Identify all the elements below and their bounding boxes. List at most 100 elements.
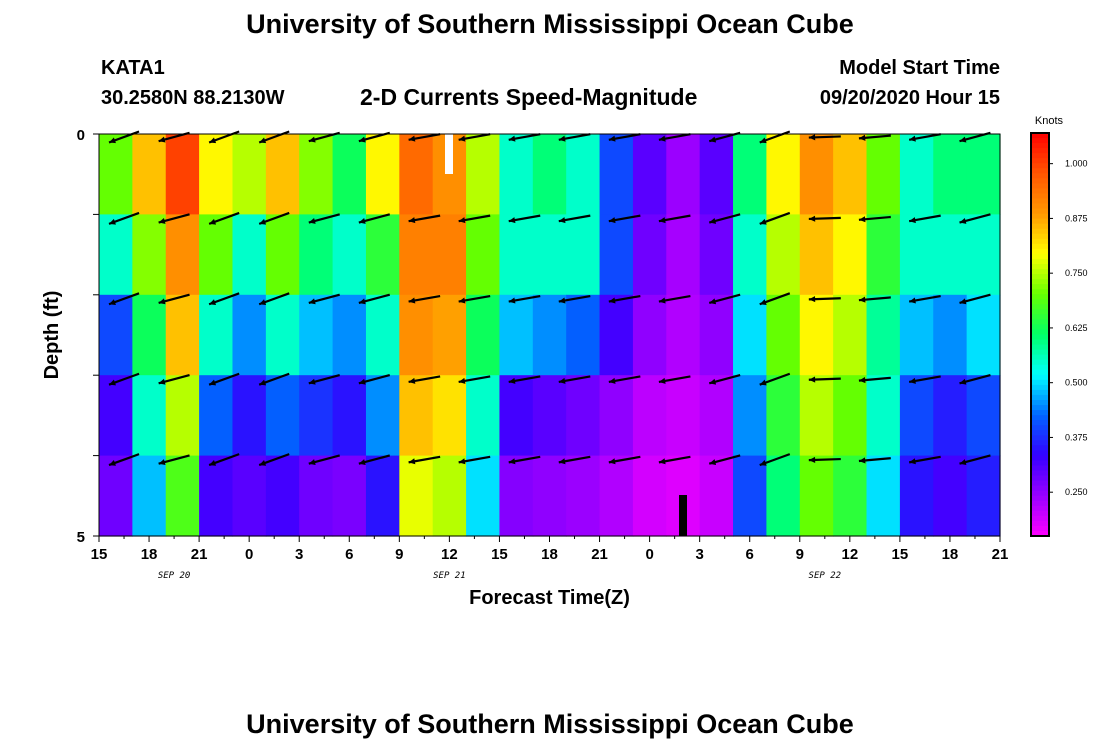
heatmap-cell	[899, 455, 934, 537]
current-vector-arrowhead	[558, 458, 566, 465]
heatmap-cell	[899, 214, 934, 296]
heatmap-cell	[265, 375, 300, 457]
heatmap-cell	[499, 455, 534, 537]
current-vector-arrowhead	[158, 459, 166, 466]
heatmap-cell	[399, 134, 434, 215]
colorbar-segment	[1031, 470, 1049, 477]
heatmap-cell	[132, 294, 167, 376]
heatmap-cell	[599, 375, 634, 457]
current-vector-arrowhead	[858, 296, 866, 303]
current-vector-arrowhead	[709, 378, 717, 385]
colorbar-segment	[1031, 520, 1049, 527]
colorbar-segment	[1031, 460, 1049, 467]
current-vector-arrowhead	[909, 297, 916, 304]
colorbar-segment	[1031, 183, 1049, 190]
x-tick-label: 3	[695, 546, 703, 563]
heatmap-cell	[666, 294, 701, 376]
current-vector-arrowhead	[658, 377, 666, 384]
heatmap-cell	[432, 455, 467, 537]
x-date-label: SEP 22	[809, 571, 842, 581]
heatmap-cell	[299, 134, 334, 215]
current-vector-arrowhead	[558, 217, 566, 224]
colorbar-segment	[1031, 309, 1049, 315]
colorbar-segment	[1031, 349, 1049, 356]
model-start-label: Model Start Time	[839, 57, 1000, 79]
colorbar-segment	[1031, 339, 1049, 346]
current-vector-arrowhead	[658, 297, 666, 304]
colorbar-segment	[1031, 213, 1049, 220]
current-vector-arrowhead	[108, 460, 116, 466]
heatmap-cell	[799, 134, 834, 215]
heatmap-cell	[566, 455, 601, 537]
y-tick-label: 0	[77, 127, 85, 144]
heatmap-cell	[332, 214, 367, 296]
y-axis-label: Depth (ft)	[41, 291, 63, 380]
x-date-label: SEP 20	[158, 571, 191, 581]
colorbar-segment	[1031, 248, 1049, 255]
heatmap-cell	[199, 134, 234, 215]
current-vector-arrowhead	[408, 377, 416, 384]
heatmap-cell	[232, 134, 267, 215]
current-vector-arrowhead	[808, 376, 816, 383]
colorbar-tick-label: 1.000	[1065, 159, 1088, 169]
heatmap-cell	[933, 134, 968, 215]
current-vector-arrowhead	[709, 298, 717, 305]
heatmap-cell	[699, 375, 734, 457]
heatmap-cell	[733, 134, 768, 215]
current-vector-arrowhead	[608, 135, 616, 142]
heatmap-cell	[766, 294, 801, 376]
x-tick-label: 12	[441, 546, 458, 563]
x-tick-label: 18	[141, 546, 158, 563]
current-vector-arrowhead	[108, 137, 116, 144]
current-vector-arrowhead	[158, 298, 166, 305]
colorbar-segment	[1031, 258, 1049, 265]
current-vector-arrowhead	[558, 135, 566, 142]
colorbar-segment	[1031, 274, 1049, 280]
current-vector-arrowhead	[408, 297, 416, 304]
heatmap-cell	[799, 214, 834, 296]
colorbar-segment	[1031, 465, 1049, 472]
heatmap-cell	[699, 134, 734, 215]
current-vector-arrowhead	[259, 218, 267, 225]
colorbar-segment	[1031, 369, 1049, 376]
heatmap-cell	[365, 375, 400, 457]
colorbar-segment	[1031, 359, 1049, 366]
current-vector-arrowhead	[658, 217, 666, 224]
current-vector-arrowhead	[759, 460, 767, 466]
current-vector-arrowhead	[959, 459, 967, 466]
current-vector-arrowhead	[308, 136, 316, 143]
heatmap-cell	[332, 294, 367, 376]
heatmap-cell	[532, 375, 567, 457]
heatmap-cell	[132, 134, 167, 215]
colorbar-segment	[1031, 510, 1049, 517]
heatmap-cell	[566, 134, 601, 215]
colorbar-segment	[1031, 228, 1049, 235]
current-vector-arrowhead	[759, 299, 767, 305]
heatmap-cell	[499, 375, 534, 457]
heatmap-cell	[265, 455, 300, 537]
heatmap-cell	[432, 214, 467, 296]
heatmap-cell	[966, 294, 1001, 376]
heatmap-cell	[632, 455, 667, 537]
current-vector-arrowhead	[658, 135, 666, 142]
current-vector-arrowhead	[358, 459, 366, 466]
missing-data-surface	[445, 134, 453, 174]
colorbar-tick-label: 0.625	[1065, 323, 1088, 333]
colorbar-segment	[1031, 324, 1049, 331]
colorbar-unit-label: Knots	[1035, 115, 1064, 127]
heatmap-cell	[132, 455, 167, 537]
current-vector-arrowhead	[358, 136, 366, 143]
current-vector-arrowhead	[909, 458, 916, 465]
heatmap-cell	[532, 134, 567, 215]
colorbar-segment	[1031, 148, 1049, 154]
page-title: University of Southern Mississippi Ocean…	[246, 9, 854, 39]
colorbar-segment	[1031, 188, 1049, 195]
colorbar-tick-label: 0.375	[1065, 432, 1088, 442]
heatmap-cell	[499, 294, 534, 376]
heatmap-cell	[532, 455, 567, 537]
x-tick-label: 15	[892, 546, 909, 563]
heatmap-cell	[566, 294, 601, 376]
heatmap-cell	[232, 294, 267, 376]
colorbar-segment	[1031, 530, 1049, 537]
